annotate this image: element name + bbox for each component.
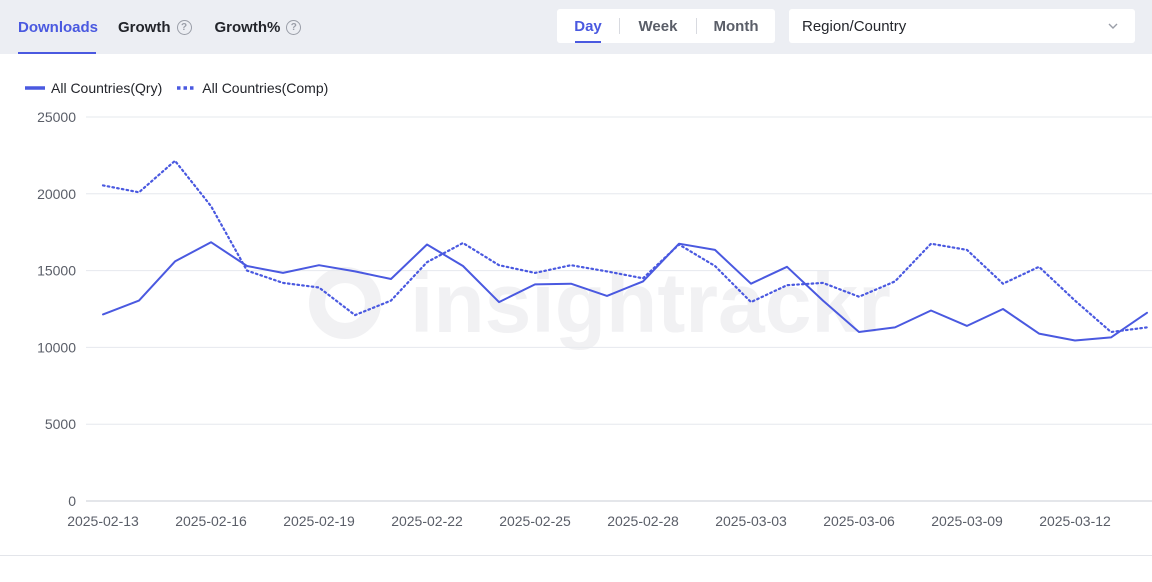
period-week-button[interactable]: Week (620, 9, 696, 43)
divider (0, 555, 1152, 556)
y-tick-label: 25000 (37, 109, 76, 125)
chart-legend: All Countries(Qry) All Countries(Comp) (25, 78, 342, 98)
tab-growth-percent-label: Growth% (214, 18, 281, 36)
legend-item-qry[interactable]: All Countries(Qry) (25, 80, 162, 96)
tab-downloads[interactable]: Downloads (18, 0, 99, 54)
tab-growth-label: Growth (118, 18, 171, 36)
series-line-qry (102, 241, 1148, 342)
x-tick-label: 2025-03-12 (1039, 513, 1111, 529)
x-tick-label: 2025-03-09 (931, 513, 1003, 529)
legend-swatch-dotted (177, 86, 197, 90)
period-week-label: Week (638, 17, 678, 35)
x-tick-label: 2025-02-13 (67, 513, 139, 529)
series-line-comp (101, 159, 1149, 334)
chevron-down-icon (1108, 23, 1118, 29)
region-select-placeholder: Region/Country (802, 17, 907, 35)
legend-label-comp: All Countries(Comp) (202, 80, 329, 96)
y-tick-label: 0 (68, 493, 76, 509)
tab-downloads-label: Downloads (18, 18, 99, 36)
y-tick-label: 15000 (37, 263, 76, 279)
help-icon[interactable]: ? (286, 19, 302, 35)
x-tick-label: 2025-02-19 (283, 513, 355, 529)
x-tick-label: 2025-02-28 (607, 513, 679, 529)
legend-item-comp[interactable]: All Countries(Comp) (176, 80, 328, 96)
divider (619, 18, 620, 34)
tab-growth[interactable]: Growth ? (118, 0, 192, 54)
x-tick-label: 2025-02-22 (391, 513, 463, 529)
tab-growth-percent[interactable]: Growth% ? (215, 0, 302, 54)
metric-tabs: Downloads Growth ? Growth% ? (0, 0, 302, 54)
period-month-label: Month (713, 17, 759, 35)
top-toolbar: Downloads Growth ? Growth% ? Day Week Mo… (0, 0, 1152, 54)
x-tick-label: 2025-02-16 (175, 513, 247, 529)
x-tick-label: 2025-02-25 (499, 513, 571, 529)
x-tick-label: 2025-03-06 (823, 513, 895, 529)
y-tick-label: 20000 (37, 186, 76, 202)
period-day-button[interactable]: Day (557, 9, 619, 43)
x-tick-label: 2025-03-03 (715, 513, 787, 529)
region-country-select[interactable]: Region/Country (789, 9, 1135, 43)
watermark-mark (309, 267, 381, 339)
legend-label-qry: All Countries(Qry) (51, 80, 163, 96)
y-tick-label: 5000 (45, 416, 76, 432)
help-icon[interactable]: ? (176, 19, 192, 35)
legend-swatch-solid (25, 86, 45, 90)
line-chart: insightrackr0500010000150002000025000202… (37, 109, 1152, 529)
period-selector: Day Week Month (557, 9, 775, 43)
y-tick-label: 10000 (37, 339, 76, 355)
period-day-label: Day (574, 17, 602, 35)
period-month-button[interactable]: Month (697, 9, 775, 43)
divider (696, 18, 697, 34)
